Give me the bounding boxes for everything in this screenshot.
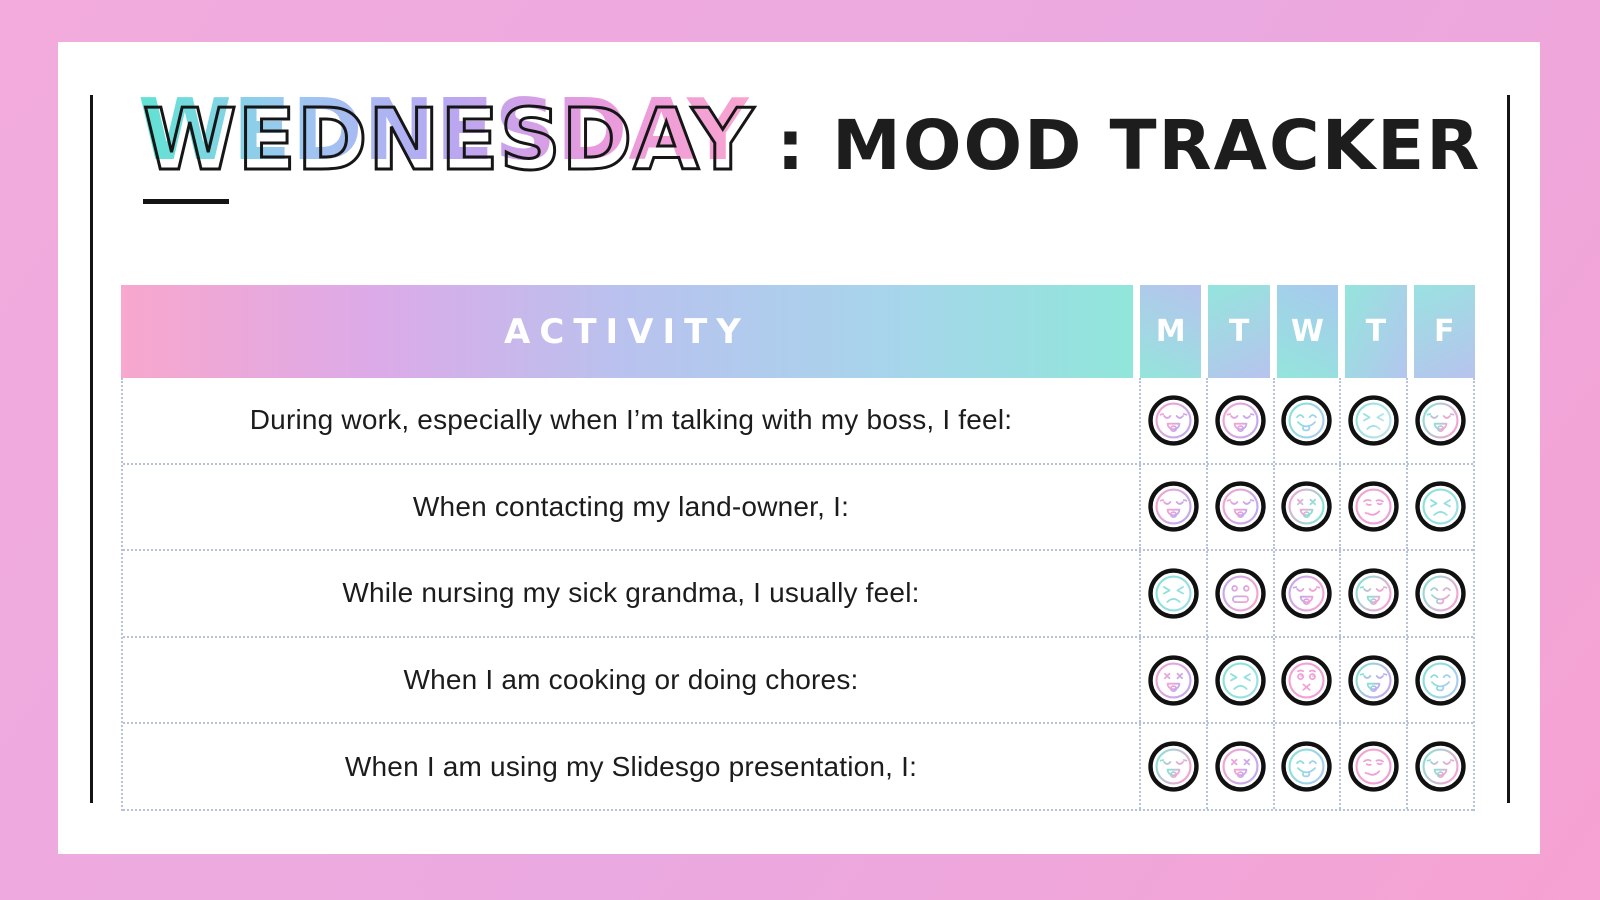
mood-cell-tue[interactable] — [1205, 724, 1273, 809]
slide-card: WEDNESDAY WEDNESDAY : MOOD TRACKER ACTIV… — [58, 42, 1540, 854]
mood-icon-tongue-happy — [1415, 741, 1466, 792]
mood-icon-tongue-happy — [1348, 568, 1399, 619]
mood-cell-tue[interactable] — [1205, 378, 1273, 463]
mood-cell-thu[interactable] — [1339, 637, 1406, 723]
mood-cell-thu[interactable] — [1339, 551, 1406, 636]
mood-icon-angry — [1215, 654, 1266, 706]
mood-cell-wed[interactable] — [1272, 551, 1340, 636]
table-row: When I am cooking or doing chores: — [123, 637, 1473, 725]
mood-icon-lick — [1415, 654, 1466, 706]
mood-icon-angry — [1415, 481, 1466, 533]
mood-cell-mon[interactable] — [1139, 724, 1206, 809]
activity-label: When I am using my Slidesgo presentation… — [344, 750, 918, 782]
mood-cell-tue[interactable] — [1205, 551, 1273, 636]
mood-icon-angry — [1348, 395, 1399, 446]
mood-icon-grimace — [1215, 568, 1266, 619]
left-accent-line — [90, 95, 93, 803]
table-row: When I am using my Slidesgo presentation… — [123, 724, 1473, 811]
page-title: WEDNESDAY WEDNESDAY : MOOD TRACKER — [138, 82, 1482, 191]
mood-icon-tongue-happy — [1348, 654, 1399, 706]
title-day-word: WEDNESDAY WEDNESDAY — [138, 82, 756, 191]
mood-icon-lick — [1415, 568, 1466, 619]
table-body: During work, especially when I’m talking… — [121, 378, 1475, 811]
mood-cell-fri[interactable] — [1406, 551, 1473, 636]
mood-cell-wed[interactable] — [1272, 378, 1340, 463]
mood-icon-xx-tongue — [1281, 481, 1333, 533]
mood-cell-mon[interactable] — [1139, 378, 1206, 463]
mood-icon-xx-tongue — [1148, 654, 1199, 706]
day-header-tue: T — [1208, 285, 1270, 378]
activity-label: When contacting my land-owner, I: — [412, 490, 850, 522]
mood-icon-x-mouth — [1281, 654, 1333, 706]
mood-icon-lick — [1281, 395, 1333, 446]
day-header-mon: M — [1140, 285, 1202, 378]
mood-cell-mon[interactable] — [1139, 464, 1206, 550]
mood-cell-thu[interactable] — [1339, 378, 1406, 463]
mood-icon-angry — [1148, 568, 1199, 619]
mood-icon-tongue-happy — [1148, 395, 1199, 446]
day-header-wed: W — [1276, 285, 1339, 378]
mood-cell-fri[interactable] — [1406, 464, 1473, 550]
mood-cell-fri[interactable] — [1406, 378, 1473, 463]
activity-column-header: ACTIVITY — [121, 285, 1133, 378]
mood-cell-wed[interactable] — [1272, 464, 1340, 550]
mood-cell-fri[interactable] — [1406, 637, 1473, 723]
day-header-thu: T — [1345, 285, 1407, 378]
mood-icon-smirk — [1348, 741, 1399, 792]
mood-cell-mon[interactable] — [1139, 637, 1206, 723]
activity-label: While nursing my sick grandma, I usually… — [342, 577, 920, 609]
right-accent-line — [1507, 95, 1510, 803]
day-header-fri: F — [1413, 285, 1475, 378]
title-underline — [143, 199, 229, 204]
mood-cell-mon[interactable] — [1139, 551, 1206, 636]
mood-icon-lick — [1281, 741, 1333, 792]
activity-label: During work, especially when I’m talking… — [249, 404, 1013, 436]
mood-cell-fri[interactable] — [1406, 724, 1473, 809]
mood-cell-thu[interactable] — [1339, 464, 1406, 550]
title-day-outline: WEDNESDAY — [142, 90, 756, 191]
title-rest: : MOOD TRACKER — [776, 106, 1482, 186]
mood-icon-xx-tongue — [1215, 741, 1266, 792]
mood-icon-tongue-happy — [1415, 395, 1466, 446]
mood-icon-tongue-happy — [1148, 741, 1199, 792]
table-row: During work, especially when I’m talking… — [123, 378, 1473, 465]
mood-icon-smirk — [1348, 481, 1399, 533]
mood-cell-tue[interactable] — [1205, 637, 1273, 723]
mood-cell-tue[interactable] — [1205, 464, 1273, 550]
mood-icon-tongue-happy — [1215, 395, 1266, 446]
mood-cell-wed[interactable] — [1272, 637, 1340, 723]
title-day-gradient-shadow: WEDNESDAY — [138, 81, 750, 180]
mood-cell-wed[interactable] — [1272, 724, 1340, 809]
table-row: While nursing my sick grandma, I usually… — [123, 551, 1473, 638]
table-row: When contacting my land-owner, I: — [123, 464, 1473, 552]
mood-cell-thu[interactable] — [1339, 724, 1406, 809]
mood-icon-tongue-happy — [1215, 481, 1266, 533]
mood-icon-tongue-happy — [1281, 568, 1333, 619]
activity-label: When I am cooking or doing chores: — [403, 664, 859, 696]
mood-icon-tongue-happy — [1148, 481, 1199, 533]
